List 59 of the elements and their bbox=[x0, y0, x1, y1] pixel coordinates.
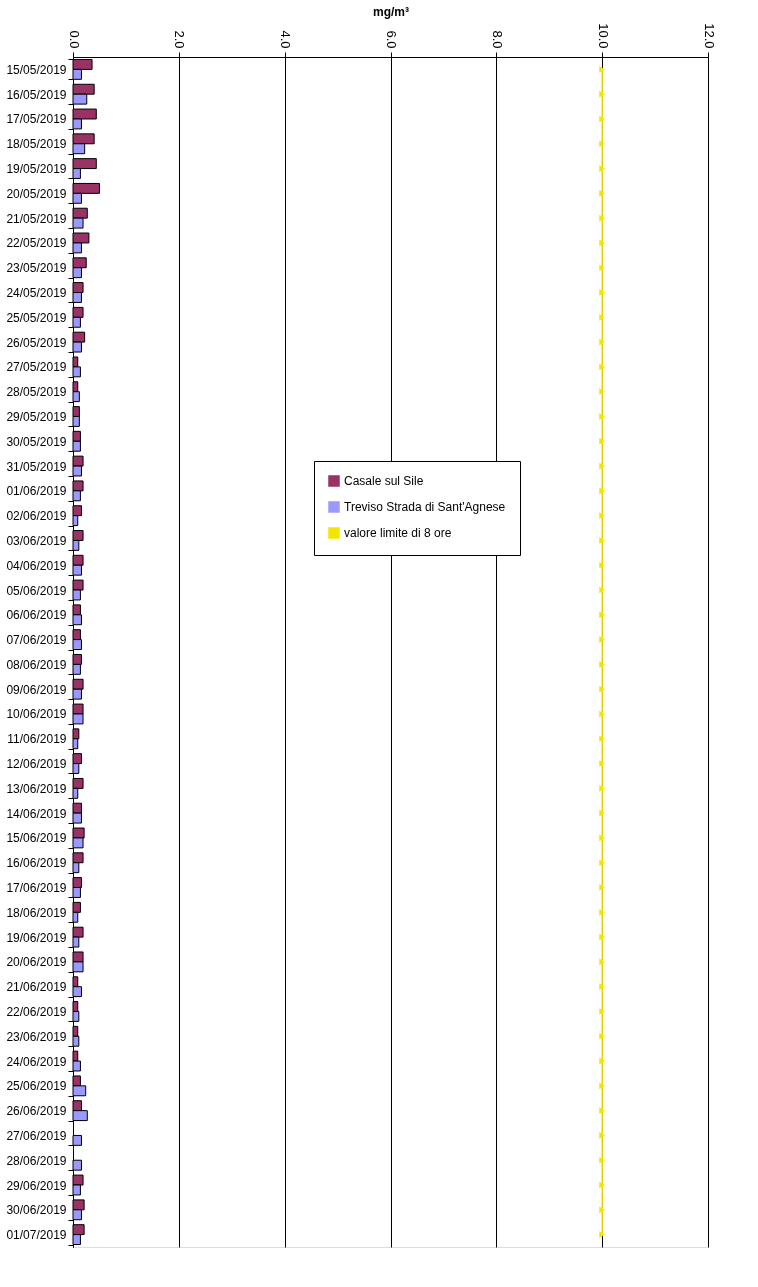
x-tick-label: 10.0 bbox=[595, 23, 611, 49]
y-tick-label: 01/07/2019 bbox=[6, 1228, 67, 1243]
y-tick-label: 03/06/2019 bbox=[6, 533, 67, 548]
y-tick-label: 22/05/2019 bbox=[6, 236, 67, 251]
y-tick-label: 23/05/2019 bbox=[6, 261, 67, 276]
x-tick-label: 4.0 bbox=[278, 30, 294, 49]
y-tick-label: 21/06/2019 bbox=[6, 980, 67, 995]
y-tick-label: 16/06/2019 bbox=[6, 856, 67, 871]
x-tick-label: 0.0 bbox=[66, 30, 82, 49]
y-tick-label: 31/05/2019 bbox=[6, 459, 67, 474]
y-tick-label: 12/06/2019 bbox=[6, 757, 67, 772]
y-tick-label: 30/05/2019 bbox=[6, 434, 67, 449]
x-tick-label: 6.0 bbox=[384, 30, 399, 49]
y-tick-label: 25/06/2019 bbox=[6, 1079, 67, 1094]
y-tick-label: 11/06/2019 bbox=[7, 732, 67, 747]
y-tick-label: 05/06/2019 bbox=[6, 583, 67, 598]
y-tick-label: 19/06/2019 bbox=[6, 930, 67, 945]
y-tick-label: 23/06/2019 bbox=[6, 1029, 67, 1044]
y-tick-label: 18/06/2019 bbox=[6, 905, 67, 920]
y-tick-label: 22/06/2019 bbox=[6, 1004, 67, 1019]
y-tick-label: 15/05/2019 bbox=[6, 62, 67, 77]
y-tick-label: 13/06/2019 bbox=[6, 781, 67, 796]
y-tick-label: 24/06/2019 bbox=[6, 1054, 67, 1069]
y-tick-label: 14/06/2019 bbox=[6, 806, 67, 821]
y-tick-label: 09/06/2019 bbox=[6, 682, 67, 697]
y-tick-label: 01/06/2019 bbox=[6, 484, 67, 499]
y-tick-label: 18/05/2019 bbox=[6, 137, 67, 152]
y-tick-label: 19/05/2019 bbox=[6, 162, 67, 177]
y-tick-label: 17/06/2019 bbox=[6, 881, 67, 896]
x-tick-label: 8.0 bbox=[489, 30, 505, 49]
y-tick-label: 10/06/2019 bbox=[6, 707, 67, 722]
x-tick-label: 12.0 bbox=[701, 23, 717, 49]
y-tick-label: 30/06/2019 bbox=[6, 1203, 67, 1218]
y-tick-label: 25/05/2019 bbox=[6, 310, 67, 325]
y-tick-label: 08/06/2019 bbox=[6, 657, 67, 672]
y-tick-label: 27/05/2019 bbox=[6, 360, 67, 375]
y-tick-label: 27/06/2019 bbox=[6, 1128, 67, 1143]
y-tick-label: 20/06/2019 bbox=[6, 955, 67, 970]
y-tick-label: 29/06/2019 bbox=[6, 1178, 67, 1193]
y-tick-label: 28/06/2019 bbox=[6, 1153, 67, 1168]
y-tick-label: 24/05/2019 bbox=[6, 286, 67, 301]
y-tick-label: 15/06/2019 bbox=[6, 831, 67, 846]
y-tick-label: 04/06/2019 bbox=[6, 558, 67, 573]
y-tick-label: 26/05/2019 bbox=[6, 335, 67, 350]
x-tick-label: 2.0 bbox=[172, 30, 188, 49]
legend-label: valore limite di 8 ore bbox=[344, 526, 452, 540]
y-tick-label: 06/06/2019 bbox=[6, 608, 67, 623]
y-tick-label: 20/05/2019 bbox=[6, 186, 67, 201]
y-tick-label: 28/05/2019 bbox=[6, 385, 67, 400]
y-tick-label: 02/06/2019 bbox=[6, 509, 67, 524]
y-tick-label: 17/05/2019 bbox=[6, 112, 67, 127]
y-tick-label: 07/06/2019 bbox=[6, 633, 67, 648]
legend-label: Treviso Strada di Sant'Agnese bbox=[344, 500, 506, 514]
y-tick-label: 16/05/2019 bbox=[6, 87, 67, 102]
x-axis-title: mg/m³ bbox=[373, 5, 409, 20]
y-tick-label: 21/05/2019 bbox=[6, 211, 67, 226]
y-tick-label: 29/05/2019 bbox=[6, 409, 67, 424]
legend-label: Casale sul Sile bbox=[344, 474, 424, 488]
y-tick-label: 26/06/2019 bbox=[6, 1104, 67, 1119]
